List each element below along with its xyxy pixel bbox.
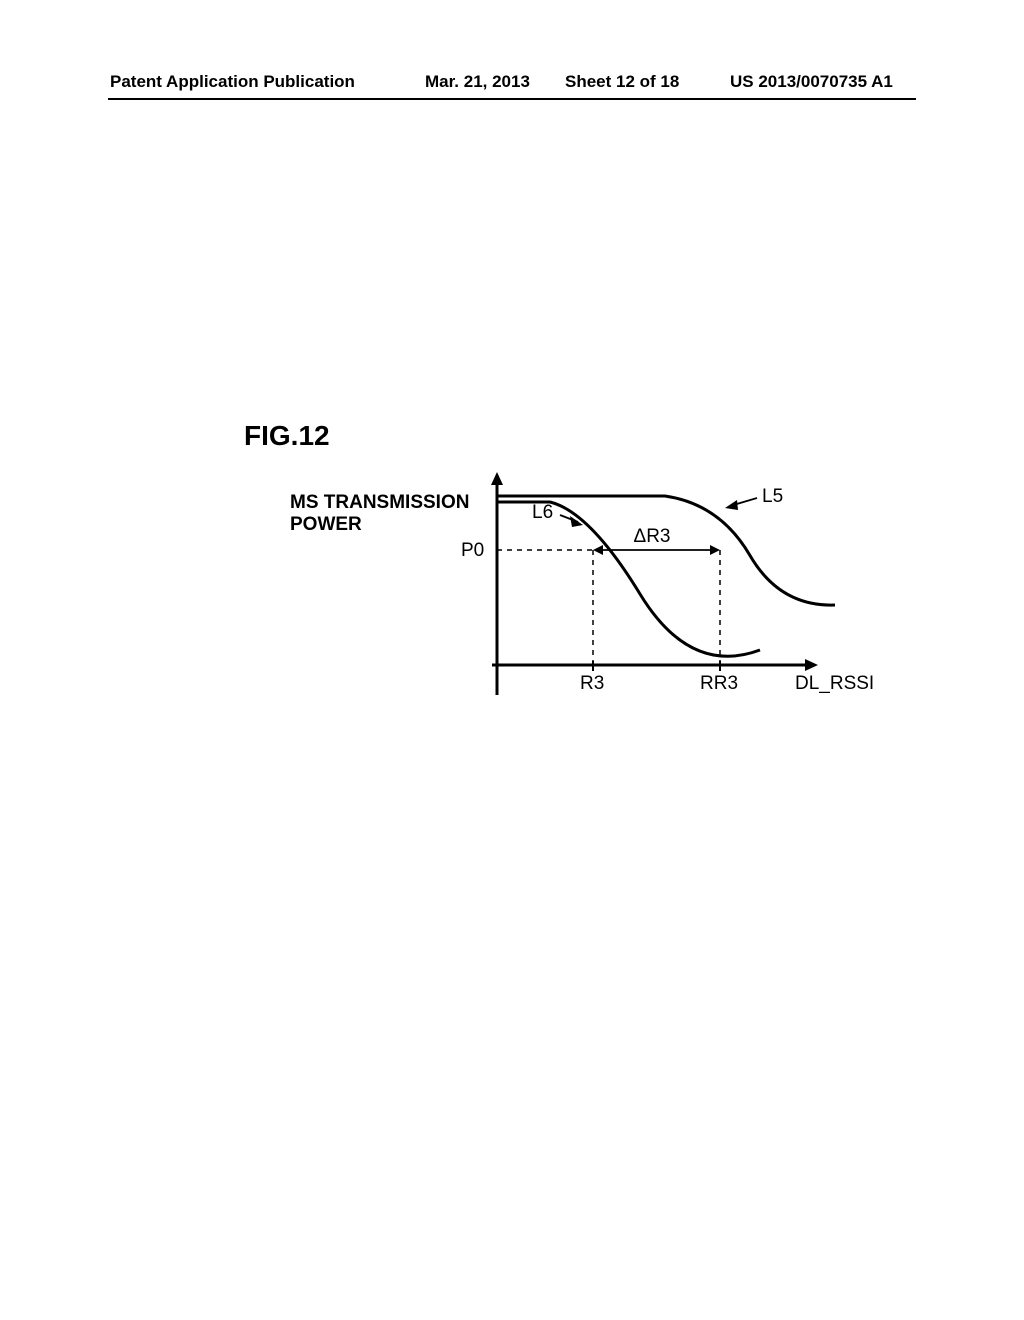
header-left: Patent Application Publication: [110, 72, 355, 92]
delta-r3-arrow-left: [593, 545, 603, 555]
header-sheet: Sheet 12 of 18: [565, 72, 679, 92]
delta-r3-arrow-right: [710, 545, 720, 555]
l6-label: L6: [532, 502, 553, 523]
l5-label: L5: [762, 486, 783, 507]
p0-label: P0: [461, 540, 484, 561]
r3-label: R3: [580, 673, 604, 694]
header-rule: [108, 98, 916, 100]
x-axis-arrow: [805, 659, 818, 671]
y-axis-arrow: [491, 472, 503, 485]
rr3-label: RR3: [700, 673, 738, 694]
l5-leader-arrow: [725, 500, 738, 510]
chart: MS TRANSMISSIONPOWER P0 R3 RR3 DL_RSSI ΔR3 L5 L…: [260, 460, 880, 740]
header-date: Mar. 21, 2013: [425, 72, 530, 92]
header-pub: US 2013/0070735 A1: [730, 72, 893, 92]
ylabel-line2: POWER: [290, 514, 362, 535]
figure-label: FIG.12: [244, 420, 330, 452]
delta-r3-label: ΔR3: [634, 526, 671, 547]
ylabel-line1: MS TRANSMISSION: [290, 492, 469, 513]
chart-svg: MS TRANSMISSIONPOWER P0 R3 RR3 DL_RSSI ΔR3 L5 L…: [260, 460, 880, 740]
xlabel: DL_RSSI: [795, 673, 874, 694]
